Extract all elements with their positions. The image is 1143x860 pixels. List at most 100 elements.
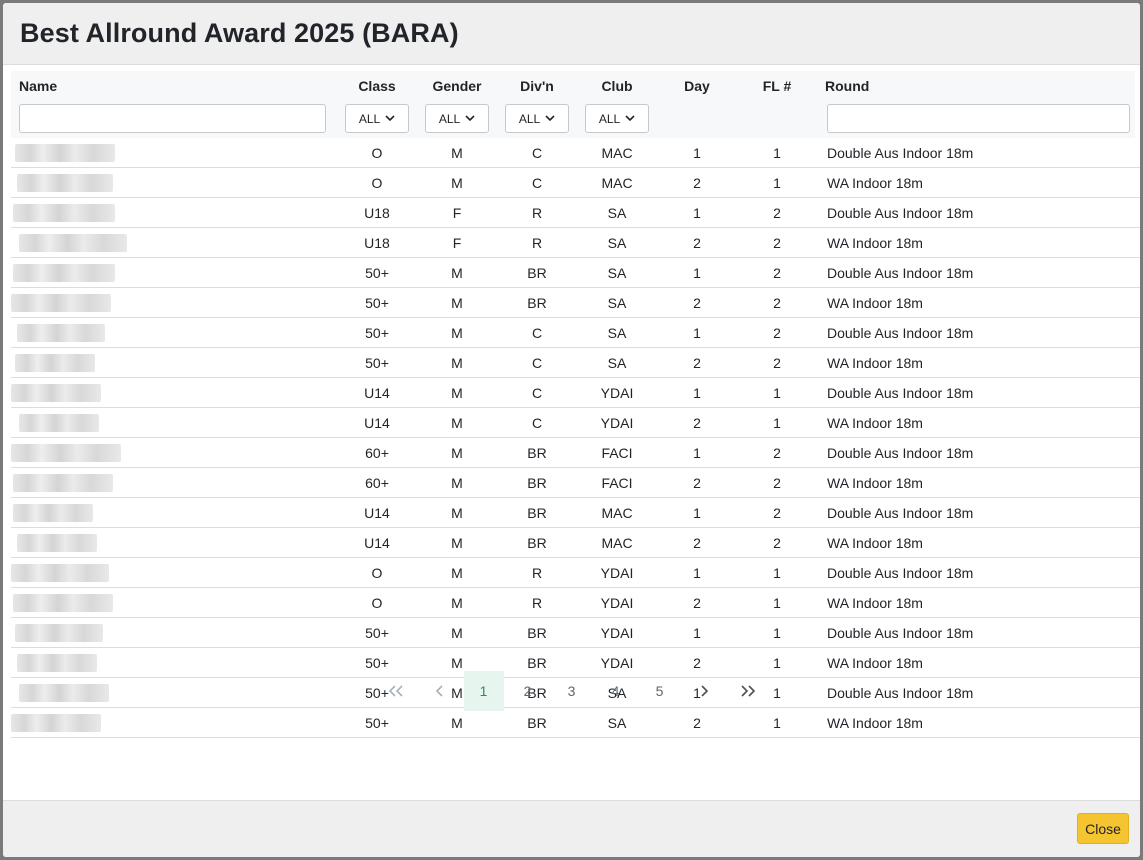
table-row[interactable]: 60+ M BR FACI 1 2 Double Aus Indoor 18m xyxy=(11,437,1140,468)
page-1-button[interactable]: 1 xyxy=(463,671,504,711)
column-header-division[interactable]: Div'n xyxy=(520,78,554,94)
next-page-button[interactable] xyxy=(684,671,724,711)
cell-gender: M xyxy=(417,407,497,438)
close-button[interactable]: Close xyxy=(1077,813,1129,844)
cell-class: 50+ xyxy=(337,647,417,678)
table-row[interactable]: U14 M BR MAC 2 2 WA Indoor 18m xyxy=(11,527,1140,558)
table-row[interactable]: U18 F R SA 1 2 Double Aus Indoor 18m xyxy=(11,197,1140,228)
table-row[interactable]: 50+ M BR SA 1 2 Double Aus Indoor 18m xyxy=(11,257,1140,288)
redacted-name xyxy=(17,323,105,342)
modal-header: Best Allround Award 2025 (BARA) xyxy=(3,3,1140,65)
cell-gender: M xyxy=(417,497,497,528)
cell-name xyxy=(11,557,337,588)
club-filter-select[interactable]: ALL xyxy=(585,104,649,133)
table-row[interactable]: 60+ M BR FACI 2 2 WA Indoor 18m xyxy=(11,467,1140,498)
cell-round: WA Indoor 18m xyxy=(817,587,1140,618)
cell-round: WA Indoor 18m xyxy=(817,407,1140,438)
division-filter-select[interactable]: ALL xyxy=(505,104,569,133)
table-row[interactable]: 50+ M BR SA 2 2 WA Indoor 18m xyxy=(11,287,1140,318)
first-page-button[interactable] xyxy=(376,671,416,711)
column-header-round[interactable]: Round xyxy=(825,78,870,94)
round-filter-input[interactable] xyxy=(827,104,1130,133)
cell-division: R xyxy=(497,197,577,228)
name-filter-input[interactable] xyxy=(19,104,326,133)
cell-fl: 1 xyxy=(737,407,817,438)
previous-page-button[interactable] xyxy=(420,671,460,711)
cell-day: 2 xyxy=(657,467,737,498)
cell-class: 50+ xyxy=(337,617,417,648)
cell-day: 1 xyxy=(657,677,737,708)
table-row[interactable]: 50+ M C SA 1 2 Double Aus Indoor 18m xyxy=(11,317,1140,348)
cell-day: 1 xyxy=(657,377,737,408)
page-4-button[interactable]: 4 xyxy=(611,683,620,699)
table-row[interactable]: O M R YDAI 1 1 Double Aus Indoor 18m xyxy=(11,557,1140,588)
cell-division: R xyxy=(497,587,577,618)
cell-name xyxy=(11,317,337,348)
table-row[interactable]: U14 M C YDAI 1 1 Double Aus Indoor 18m xyxy=(11,377,1140,408)
cell-name xyxy=(11,257,337,288)
cell-day: 2 xyxy=(657,227,737,258)
cell-name xyxy=(11,677,337,708)
cell-day: 2 xyxy=(657,527,737,558)
cell-division: BR xyxy=(497,287,577,318)
cell-gender: M xyxy=(417,437,497,468)
class-filter-value: ALL xyxy=(358,111,381,126)
cell-round: Double Aus Indoor 18m xyxy=(817,497,1140,528)
cell-class: 50+ xyxy=(337,287,417,318)
table-row[interactable]: U18 F R SA 2 2 WA Indoor 18m xyxy=(11,227,1140,258)
cell-round: WA Indoor 18m xyxy=(817,167,1140,198)
cell-class: 50+ xyxy=(337,317,417,348)
column-header-class[interactable]: Class xyxy=(358,78,396,94)
cell-round: WA Indoor 18m xyxy=(817,227,1140,258)
cell-division: C xyxy=(497,407,577,438)
cell-division: BR xyxy=(497,467,577,498)
cell-fl: 2 xyxy=(737,437,817,468)
class-filter-select[interactable]: ALL xyxy=(345,104,409,133)
column-header-day[interactable]: Day xyxy=(684,78,710,94)
table-row[interactable]: 50+ M BR YDAI 2 1 WA Indoor 18m xyxy=(11,647,1140,678)
cell-round: Double Aus Indoor 18m xyxy=(817,197,1140,228)
pagination: 1 2 3 4 5 xyxy=(3,671,1140,711)
cell-division: C xyxy=(497,377,577,408)
table-row[interactable]: 50+ M BR YDAI 1 1 Double Aus Indoor 18m xyxy=(11,617,1140,648)
cell-day: 1 xyxy=(657,497,737,528)
cell-name xyxy=(11,227,337,258)
table-row[interactable]: O M C MAC 2 1 WA Indoor 18m xyxy=(11,167,1140,198)
cell-club: MAC xyxy=(577,167,657,198)
cell-class: O xyxy=(337,138,417,168)
page-5-button[interactable]: 5 xyxy=(655,683,664,699)
cell-day: 1 xyxy=(657,557,737,588)
cell-class: U14 xyxy=(337,527,417,558)
redacted-name xyxy=(17,533,97,552)
column-header-club[interactable]: Club xyxy=(601,78,633,94)
table-row[interactable]: U14 M BR MAC 1 2 Double Aus Indoor 18m xyxy=(11,497,1140,528)
column-header-fl[interactable]: FL # xyxy=(762,78,792,94)
cell-name xyxy=(11,407,337,438)
gender-filter-select[interactable]: ALL xyxy=(425,104,489,133)
table-row[interactable]: U14 M C YDAI 2 1 WA Indoor 18m xyxy=(11,407,1140,438)
table-row[interactable]: 50+ M BR SA 1 1 Double Aus Indoor 18m xyxy=(11,677,1140,708)
table-row[interactable]: 50+ M BR SA 2 1 WA Indoor 18m xyxy=(11,707,1140,738)
cell-division: BR xyxy=(497,617,577,648)
cell-class: U18 xyxy=(337,197,417,228)
cell-division: C xyxy=(497,167,577,198)
header-row: Name Class Gender Div'n Club Day FL # Ro… xyxy=(11,71,1140,101)
table-row[interactable]: O M C MAC 1 1 Double Aus Indoor 18m xyxy=(11,138,1140,168)
chevron-left-icon xyxy=(435,685,443,697)
column-header-name[interactable]: Name xyxy=(19,78,58,94)
chevron-down-icon xyxy=(625,115,635,122)
cell-club: MAC xyxy=(577,497,657,528)
cell-round: Double Aus Indoor 18m xyxy=(817,377,1140,408)
page-2-button[interactable]: 2 xyxy=(523,683,532,699)
table-row[interactable]: O M R YDAI 2 1 WA Indoor 18m xyxy=(11,587,1140,618)
redacted-name xyxy=(11,443,121,462)
page-3-button[interactable]: 3 xyxy=(567,683,576,699)
cell-fl: 1 xyxy=(737,557,817,588)
last-page-button[interactable] xyxy=(728,671,768,711)
column-header-gender[interactable]: Gender xyxy=(432,78,482,94)
cell-gender: M xyxy=(417,587,497,618)
cell-gender: M xyxy=(417,138,497,168)
cell-division: BR xyxy=(497,257,577,288)
cell-round: WA Indoor 18m xyxy=(817,527,1140,558)
table-row[interactable]: 50+ M C SA 2 2 WA Indoor 18m xyxy=(11,347,1140,378)
